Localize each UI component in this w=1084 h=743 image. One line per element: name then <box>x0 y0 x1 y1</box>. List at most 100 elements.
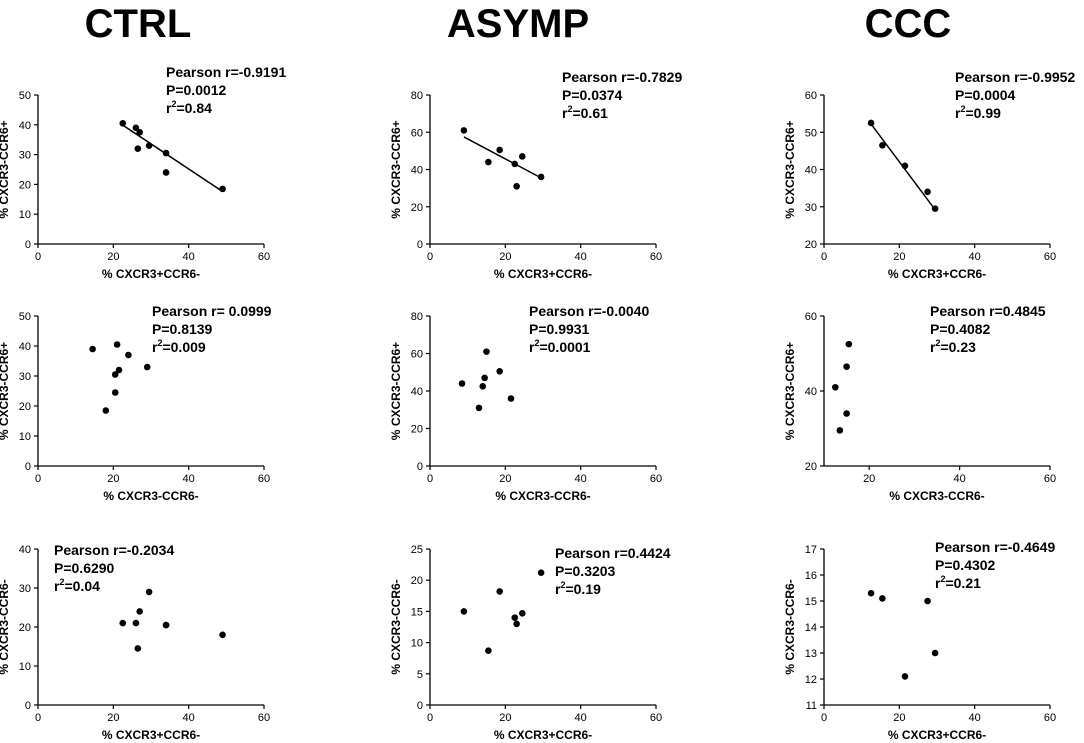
y-tick-label: 10 <box>19 431 31 443</box>
data-point <box>483 348 490 355</box>
data-point <box>460 127 468 134</box>
y-tick-label: 25 <box>411 544 423 556</box>
p-value-label: P=0.4082 <box>930 321 991 337</box>
x-tick-label: 0 <box>427 473 433 485</box>
data-point <box>479 383 487 390</box>
data-point <box>219 631 226 639</box>
x-tick-label: 20 <box>107 251 119 263</box>
data-point <box>901 673 909 680</box>
x-axis-label: % CXCR3-CCR6- <box>103 489 198 503</box>
y-tick-label: 17 <box>805 544 817 556</box>
y-tick-label: 10 <box>19 661 31 673</box>
x-tick-label: 20 <box>499 251 511 263</box>
r-squared-label: r2=0.23 <box>930 338 976 355</box>
x-tick-label: 60 <box>1044 712 1056 724</box>
p-value-label: P=0.6290 <box>54 560 115 576</box>
p-value-label: P=0.4302 <box>935 557 996 573</box>
x-tick-label: 40 <box>183 712 195 724</box>
data-point <box>832 383 839 391</box>
data-point <box>843 410 850 417</box>
r-squared-value: =0.23 <box>940 339 976 355</box>
y-tick-label: 60 <box>411 349 423 361</box>
data-point <box>867 589 875 597</box>
r-squared-exponent: 2 <box>940 574 945 584</box>
pearson-r-label: Pearson r=-0.7829 <box>562 69 682 85</box>
y-axis-label: % CXCR3-CCR6+ <box>389 342 403 440</box>
data-point <box>836 427 844 434</box>
x-tick-label: 60 <box>650 712 662 724</box>
panel-ccc-2: 20 40 60 20 40 60 % CXCR3-CCR6- % CXCR3-CCR6+ Pe… <box>783 303 1056 503</box>
data-point <box>134 145 142 152</box>
r-squared-exponent: 2 <box>567 104 572 114</box>
column-title-ctrl: CTRL <box>84 2 192 46</box>
x-tick-label: 0 <box>35 712 41 724</box>
r-squared-label: r2=0.84 <box>166 99 212 116</box>
data-point <box>511 160 519 168</box>
data-point <box>496 368 503 375</box>
data-point <box>162 169 170 176</box>
r-squared-r: r <box>562 105 568 121</box>
data-point <box>115 366 123 374</box>
r-squared-value: =0.21 <box>945 575 981 591</box>
y-tick-label: 60 <box>805 311 817 323</box>
pearson-r-label: Pearson r=-0.2034 <box>54 542 174 558</box>
x-tick-label: 60 <box>258 712 270 724</box>
pearson-r-label: Pearson r=-0.4649 <box>935 539 1055 555</box>
y-tick-label: 0 <box>25 239 31 251</box>
x-tick-label: 40 <box>183 251 195 263</box>
y-tick-label: 0 <box>417 239 423 251</box>
y-tick-label: 13 <box>805 648 817 660</box>
r-squared-exponent: 2 <box>935 338 940 348</box>
data-point <box>145 588 153 596</box>
r-squared-label: r2=0.009 <box>152 338 206 355</box>
data-point <box>496 146 503 154</box>
r-squared-exponent: 2 <box>560 580 565 590</box>
y-tick-label: 15 <box>805 596 817 608</box>
y-tick-label: 20 <box>19 401 31 413</box>
y-tick-label: 20 <box>411 202 423 214</box>
r-squared-exponent: 2 <box>960 104 965 114</box>
r-squared-r: r <box>529 339 535 355</box>
p-value-label: P=0.0012 <box>166 82 227 98</box>
y-tick-label: 60 <box>411 127 423 139</box>
y-tick-label: 40 <box>805 386 817 398</box>
data-point <box>143 363 151 371</box>
x-tick-label: 40 <box>183 473 195 485</box>
r-squared-value: =0.009 <box>162 339 205 355</box>
x-axis-label: % CXCR3+CCR6- <box>102 728 200 742</box>
y-tick-label: 30 <box>19 583 31 595</box>
pearson-r-label: Pearson r=-0.0040 <box>529 303 649 319</box>
x-tick-label: 60 <box>1044 473 1056 485</box>
x-tick-label: 20 <box>499 473 511 485</box>
x-tick-label: 20 <box>107 473 119 485</box>
y-axis-label: % CXCR3-CCR6- <box>0 579 11 674</box>
r-squared-value: =0.61 <box>572 105 608 121</box>
x-tick-label: 60 <box>650 251 662 263</box>
y-tick-label: 16 <box>805 570 817 582</box>
y-tick-label: 40 <box>19 544 31 556</box>
y-tick-label: 40 <box>411 165 423 177</box>
y-tick-label: 15 <box>411 606 423 618</box>
data-point <box>537 173 545 181</box>
y-tick-label: 40 <box>19 341 31 353</box>
r-squared-value: =0.84 <box>176 100 212 116</box>
r-squared-label: r2=0.99 <box>955 104 1001 121</box>
r-squared-value: =0.04 <box>64 578 100 594</box>
x-axis-label: % CXCR3+CCR6- <box>102 267 200 281</box>
y-tick-label: 10 <box>19 209 31 221</box>
x-tick-label: 20 <box>499 712 511 724</box>
data-point <box>475 404 483 412</box>
x-tick-label: 60 <box>650 473 662 485</box>
x-tick-label: 0 <box>35 251 41 263</box>
x-axis-label: % CXCR3+CCR6- <box>888 267 986 281</box>
y-tick-label: 30 <box>805 202 817 214</box>
data-point <box>145 142 153 149</box>
y-tick-label: 20 <box>19 179 31 191</box>
x-tick-label: 60 <box>258 251 270 263</box>
panel-asymp-1: 0 20 40 60 0 20 40 60 80 % CXCR3+CCR6- % CXCR3-CCR… <box>389 69 682 281</box>
y-tick-label: 0 <box>417 461 423 473</box>
data-point <box>219 185 226 193</box>
y-tick-label: 20 <box>411 424 423 436</box>
y-tick-label: 14 <box>805 622 817 634</box>
